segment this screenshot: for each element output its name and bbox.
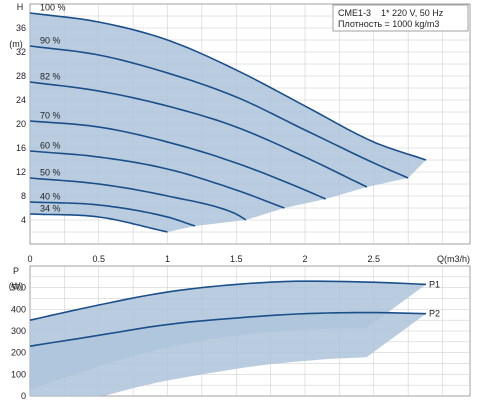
head-y-tick: 24 <box>16 95 26 105</box>
flow-x-tick: 0 <box>27 254 32 264</box>
head-y-tick: 20 <box>16 119 26 129</box>
pump-info-box-frame <box>332 4 469 32</box>
flow-x-tick: 2 <box>302 254 307 264</box>
head-curve-label-70: 70 % <box>40 111 61 121</box>
pump-model-info: CME1-3 1* 220 V, 50 Hz <box>338 8 444 18</box>
power-y-tick: 100 <box>11 369 26 379</box>
head-curve-label-50: 50 % <box>40 168 61 178</box>
power-axis-unit: (W) <box>9 281 24 291</box>
power-axis-label: P <box>13 266 19 276</box>
head-curve-70 <box>29 120 326 200</box>
head-curve-label-100: 100 % <box>40 3 66 13</box>
head-curve-label-60: 60 % <box>40 141 61 151</box>
power-curves <box>29 280 427 347</box>
power-y-tick: 200 <box>11 348 26 358</box>
head-flow-chart: 100 %90 %82 %70 %60 %50 %40 %34 % H (m) … <box>9 2 471 264</box>
head-curves <box>29 12 427 233</box>
head-y-tick: 28 <box>16 71 26 81</box>
power-y-ticks: 0 100 200 300 400 500 <box>11 283 26 400</box>
head-curve-label-34: 34 % <box>40 204 61 214</box>
head-y-tick: 16 <box>16 143 26 153</box>
flow-x-tick: 1 <box>165 254 170 264</box>
head-curve-40 <box>29 201 196 227</box>
flow-x-tick: 1.5 <box>230 254 243 264</box>
head-curve-100 <box>29 12 427 161</box>
pump-info-box: CME1-3 1* 220 V, 50 Hz Плотность = 1000 … <box>332 4 469 32</box>
head-operating-area <box>30 13 426 232</box>
head-curve-50 <box>29 177 247 221</box>
flow-x-ticks: 0 0.5 1 1.5 2 2.5 <box>27 254 380 264</box>
head-curve-34 <box>29 213 168 233</box>
flow-x-tick: 2.5 <box>367 254 380 264</box>
head-curve-labels: 100 % 90 % 82 % 70 % 60 % 50 % 40 % 34 % <box>40 3 66 214</box>
head-curve-90 <box>29 45 409 179</box>
head-curve-label-40: 40 % <box>40 192 61 202</box>
power-curve-labels: P1 P2 <box>429 279 440 318</box>
head-y-tick: 12 <box>16 167 26 177</box>
power-flow-chart: P1 P2 P (W) 0 100 200 300 400 500 <box>9 265 471 400</box>
head-y-tick: 32 <box>16 47 26 57</box>
head-curve-label-82: 82 % <box>40 72 61 82</box>
power-y-tick: 300 <box>11 326 26 336</box>
power-curve-label-p2: P2 <box>429 309 440 319</box>
head-y-tick: 4 <box>21 215 26 225</box>
head-curve-label-90: 90 % <box>40 36 61 46</box>
head-axis-label: H <box>17 2 24 12</box>
flow-axis-label: Q(m3/h) <box>437 254 470 264</box>
head-y-tick: 36 <box>16 23 26 33</box>
flow-x-tick: 0.5 <box>92 254 105 264</box>
power-y-tick: 500 <box>11 283 26 293</box>
fluid-density-info: Плотность = 1000 kg/m3 <box>338 19 439 29</box>
power-y-tick: 400 <box>11 304 26 314</box>
p2-operating-area <box>30 312 426 396</box>
power-curve-p1 <box>29 280 427 321</box>
head-y-tick: 8 <box>21 191 26 201</box>
power-y-tick: 0 <box>21 391 26 400</box>
head-axis-unit: (m) <box>9 39 23 49</box>
power-curve-label-p1: P1 <box>429 279 440 289</box>
head-curve-60 <box>29 150 285 209</box>
head-y-ticks: 4 8 12 16 20 24 28 32 36 <box>16 23 26 225</box>
head-curve-82 <box>29 81 368 188</box>
power-curve-p2 <box>29 311 427 347</box>
